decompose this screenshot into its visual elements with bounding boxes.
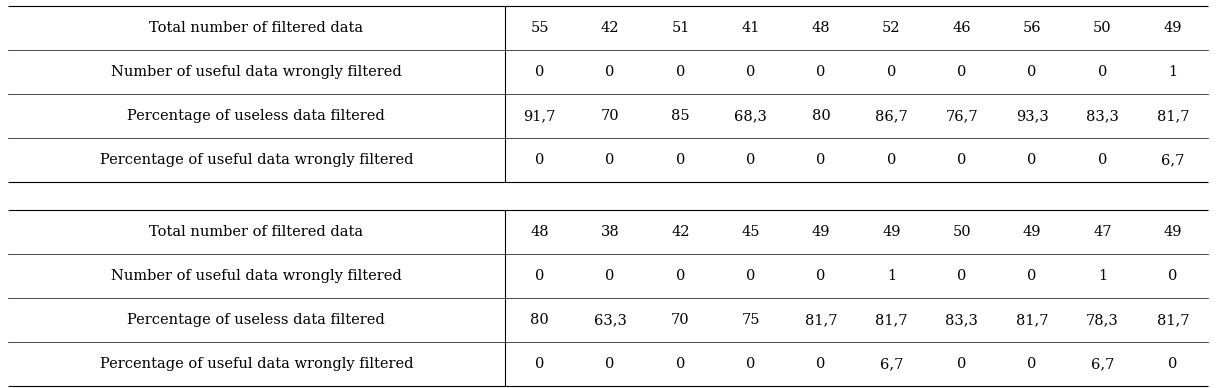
Text: 42: 42 [601, 21, 619, 35]
Text: 0: 0 [747, 65, 755, 79]
Text: 6,7: 6,7 [1161, 153, 1184, 167]
Text: 76,7: 76,7 [946, 109, 978, 123]
Text: 48: 48 [530, 225, 550, 239]
Text: 6,7: 6,7 [1091, 357, 1114, 371]
Text: 81,7: 81,7 [805, 313, 838, 327]
Text: 81,7: 81,7 [1156, 313, 1189, 327]
Text: 86,7: 86,7 [876, 109, 908, 123]
Text: 80: 80 [812, 109, 831, 123]
Text: 0: 0 [676, 357, 685, 371]
Text: 0: 0 [1028, 153, 1037, 167]
Text: 0: 0 [535, 269, 545, 283]
Text: 91,7: 91,7 [524, 109, 556, 123]
Text: 42: 42 [671, 225, 689, 239]
Text: 0: 0 [1098, 65, 1108, 79]
Text: 1: 1 [886, 269, 896, 283]
Text: 80: 80 [530, 313, 550, 327]
Text: 0: 0 [535, 357, 545, 371]
Text: 50: 50 [1093, 21, 1111, 35]
Text: 46: 46 [952, 21, 972, 35]
Text: 41: 41 [742, 21, 760, 35]
Text: 49: 49 [1023, 225, 1041, 239]
Text: 83,3: 83,3 [1086, 109, 1119, 123]
Text: 0: 0 [606, 153, 615, 167]
Text: 0: 0 [1098, 153, 1108, 167]
Text: 0: 0 [676, 65, 685, 79]
Text: Percentage of useless data filtered: Percentage of useless data filtered [128, 313, 385, 327]
Text: 49: 49 [1164, 225, 1182, 239]
Text: 93,3: 93,3 [1015, 109, 1048, 123]
Text: Number of useful data wrongly filtered: Number of useful data wrongly filtered [111, 65, 401, 79]
Text: Number of useful data wrongly filtered: Number of useful data wrongly filtered [111, 269, 401, 283]
Text: 1: 1 [1098, 269, 1107, 283]
Text: 55: 55 [530, 21, 550, 35]
Text: 0: 0 [535, 65, 545, 79]
Text: 0: 0 [957, 153, 967, 167]
Text: 81,7: 81,7 [1156, 109, 1189, 123]
Text: Total number of filtered data: Total number of filtered data [150, 21, 364, 35]
Text: 0: 0 [886, 65, 896, 79]
Text: 1: 1 [1169, 65, 1177, 79]
Text: 75: 75 [742, 313, 760, 327]
Text: 63,3: 63,3 [593, 313, 626, 327]
Text: 0: 0 [747, 153, 755, 167]
Text: Percentage of useful data wrongly filtered: Percentage of useful data wrongly filter… [100, 357, 413, 371]
Text: 0: 0 [957, 269, 967, 283]
Text: 0: 0 [1169, 357, 1177, 371]
Text: 49: 49 [883, 225, 901, 239]
Text: 0: 0 [816, 269, 826, 283]
Text: 56: 56 [1023, 21, 1041, 35]
Text: 81,7: 81,7 [876, 313, 907, 327]
Text: 78,3: 78,3 [1086, 313, 1119, 327]
Text: 68,3: 68,3 [734, 109, 767, 123]
Text: 0: 0 [535, 153, 545, 167]
Text: 0: 0 [957, 357, 967, 371]
Text: 70: 70 [671, 313, 689, 327]
Text: 0: 0 [1028, 65, 1037, 79]
Text: 0: 0 [747, 269, 755, 283]
Text: 0: 0 [606, 65, 615, 79]
Text: 0: 0 [606, 357, 615, 371]
Text: 6,7: 6,7 [880, 357, 903, 371]
Text: 0: 0 [816, 65, 826, 79]
Text: 85: 85 [671, 109, 689, 123]
Text: 0: 0 [1028, 357, 1037, 371]
Text: 0: 0 [747, 357, 755, 371]
Text: Percentage of useless data filtered: Percentage of useless data filtered [128, 109, 385, 123]
Text: 0: 0 [816, 357, 826, 371]
Text: 0: 0 [957, 65, 967, 79]
Text: 0: 0 [886, 153, 896, 167]
Text: 51: 51 [671, 21, 689, 35]
Text: 0: 0 [606, 269, 615, 283]
Text: 48: 48 [812, 21, 831, 35]
Text: Total number of filtered data: Total number of filtered data [150, 225, 364, 239]
Text: 81,7: 81,7 [1015, 313, 1048, 327]
Text: 0: 0 [676, 269, 685, 283]
Text: 0: 0 [1169, 269, 1177, 283]
Text: 50: 50 [952, 225, 972, 239]
Text: 0: 0 [816, 153, 826, 167]
Text: 49: 49 [812, 225, 831, 239]
Text: Percentage of useful data wrongly filtered: Percentage of useful data wrongly filter… [100, 153, 413, 167]
Text: 0: 0 [676, 153, 685, 167]
Text: 0: 0 [1028, 269, 1037, 283]
Text: 45: 45 [742, 225, 760, 239]
Text: 70: 70 [601, 109, 619, 123]
Text: 83,3: 83,3 [945, 313, 978, 327]
Text: 49: 49 [1164, 21, 1182, 35]
Text: 52: 52 [883, 21, 901, 35]
Text: 38: 38 [601, 225, 619, 239]
Text: 47: 47 [1093, 225, 1111, 239]
